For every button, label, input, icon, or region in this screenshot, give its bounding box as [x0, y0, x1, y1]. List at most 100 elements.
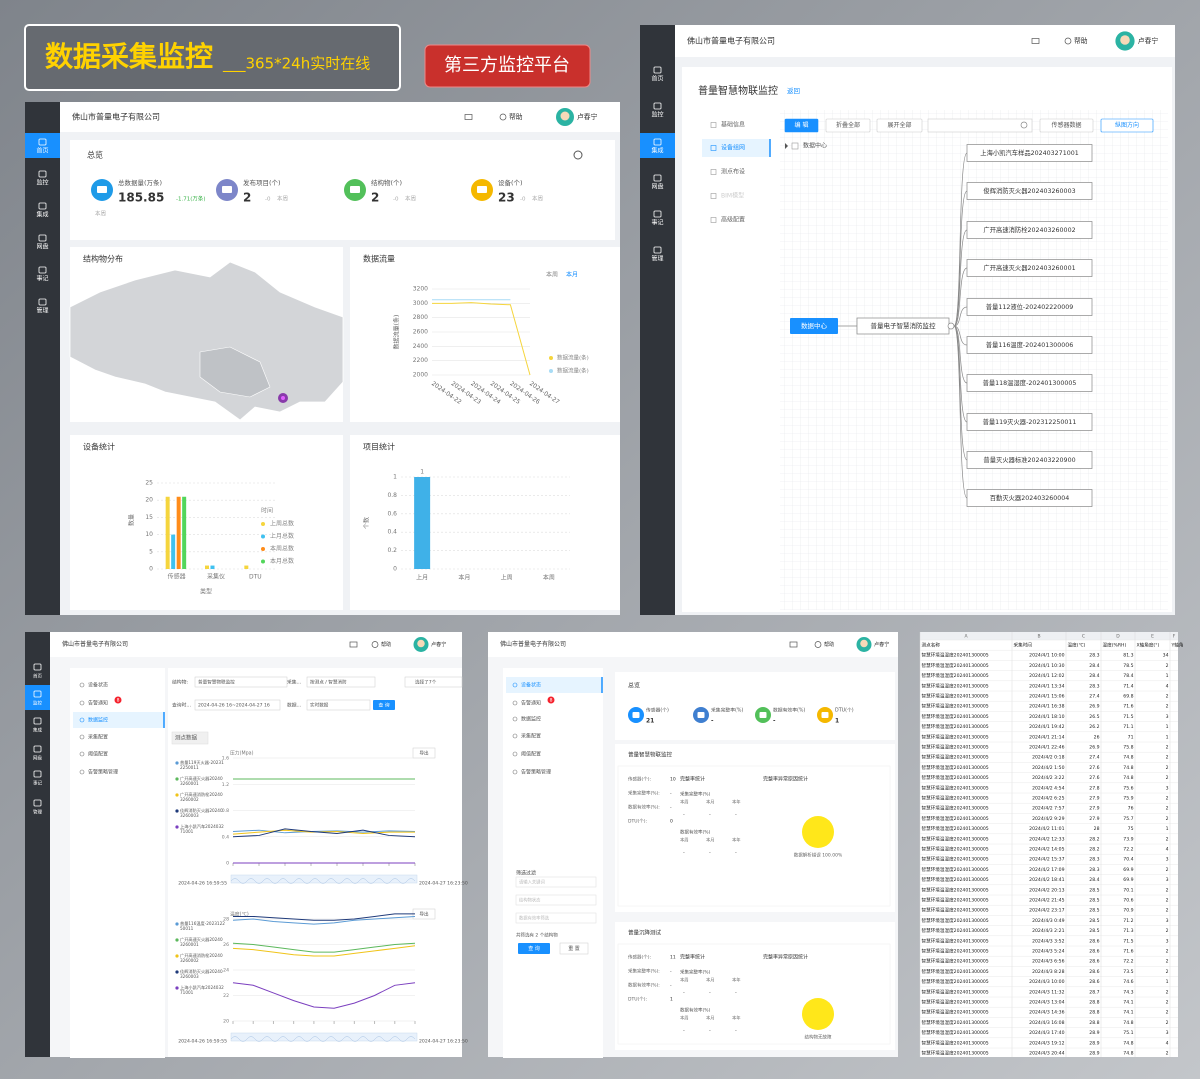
nav-item[interactable]: 网盘 — [651, 183, 663, 191]
legend-text[interactable]: 广开高速消防栓202403260002 — [180, 953, 223, 964]
menu-item[interactable]: 采集配置 — [521, 733, 541, 740]
legend-text[interactable]: 上海小凯汽车202403271001 — [180, 824, 224, 835]
help-icon[interactable] — [499, 113, 507, 121]
tree-leaf-label[interactable]: 广开高速消防栓202403260002 — [983, 225, 1075, 234]
platform-button-label[interactable]: 第三方监控平台 — [444, 55, 570, 76]
toolbar-button-label[interactable]: 展开全部 — [887, 121, 911, 129]
toolbar-button-label[interactable]: 纵图方向 — [1115, 121, 1139, 129]
mail-icon[interactable] — [1031, 38, 1040, 44]
nav-item[interactable]: 监控 — [36, 179, 48, 187]
nav-item[interactable]: 监控 — [33, 700, 42, 707]
export-label[interactable]: 导出 — [419, 750, 429, 757]
menu-item[interactable]: 设备状态 — [521, 682, 541, 689]
menu-item[interactable]: 基础信息 — [721, 121, 745, 129]
nav-item[interactable]: 首页 — [651, 75, 663, 83]
tree-leaf-label[interactable]: 普量112液位-202402220009 — [986, 302, 1074, 311]
back-link[interactable]: 返回 — [787, 87, 800, 95]
help-link[interactable]: 帮助 — [381, 641, 391, 648]
user-name[interactable]: 卢春宁 — [874, 641, 889, 648]
mail-icon[interactable] — [349, 641, 358, 648]
nav-item[interactable]: 集成 — [33, 727, 42, 734]
help-icon[interactable] — [814, 641, 822, 648]
tree-leaf-label[interactable]: 普量116温度-202401300006 — [986, 340, 1074, 349]
nav-item[interactable]: 事记 — [651, 219, 663, 227]
legend-label[interactable]: 本周总数 — [270, 545, 294, 553]
nav-item[interactable]: 管理 — [36, 307, 48, 315]
menu-item[interactable]: BIM模型 — [721, 192, 744, 200]
nav-item[interactable]: 监控 — [651, 111, 663, 119]
nav-item[interactable]: 事记 — [33, 780, 42, 787]
menu-item[interactable]: 设备组网 — [721, 144, 745, 152]
legend-text[interactable]: 佳辉消防灭火器202403260003 — [180, 969, 223, 980]
nav-item[interactable]: 网盘 — [33, 755, 42, 762]
menu-item[interactable]: 告警通知 — [521, 700, 541, 707]
nav-item[interactable]: 首页 — [33, 673, 42, 680]
menu-item[interactable]: 设备状态 — [88, 682, 108, 689]
tree-check-label[interactable]: 数据中心 — [803, 142, 827, 150]
menu-item[interactable]: 数据监控 — [521, 716, 541, 723]
help-icon[interactable] — [371, 641, 379, 648]
filter-value[interactable]: 选择了7个 — [415, 679, 437, 686]
menu-item[interactable]: 阈值配置 — [521, 751, 541, 758]
nav-item[interactable]: 事记 — [36, 275, 48, 283]
toggle[interactable]: 本周 — [546, 271, 558, 279]
help-link[interactable]: 帮助 — [1074, 36, 1088, 45]
tree-leaf-label[interactable]: 上海小凯汽车样品202403271001 — [980, 148, 1078, 157]
export-label[interactable]: 导出 — [419, 911, 429, 918]
filter-input[interactable] — [515, 912, 597, 924]
tab-label[interactable]: 测点数据 — [175, 734, 198, 742]
filter-value[interactable]: 普量智慧物联监控 — [198, 679, 235, 686]
user-name[interactable]: 卢春宁 — [1138, 36, 1159, 45]
legend-text[interactable]: 广开高速灭火器202403260001 — [180, 776, 223, 787]
query-button-label[interactable]: 查 询 — [378, 702, 389, 709]
nav-item[interactable]: 集成 — [36, 211, 48, 219]
tree-leaf-label[interactable]: 普量灭火器标准202403220900 — [983, 455, 1075, 464]
nav-item[interactable]: 管理 — [33, 809, 42, 816]
menu-item[interactable]: 高级配置 — [721, 216, 745, 224]
tree-node-label[interactable]: 普量电子智慧消防监控 — [871, 321, 937, 330]
filter-placeholder[interactable]: 请输入关键词 — [519, 879, 545, 886]
nav-item[interactable]: 网盘 — [36, 243, 48, 251]
legend-label[interactable]: 上周总数 — [270, 520, 294, 528]
legend-text[interactable]: 普量119灭火器-202312250011 — [180, 760, 224, 771]
legend-text[interactable]: 普量116温度-202312250011 — [180, 921, 225, 932]
user-name[interactable]: 卢春宁 — [577, 112, 598, 121]
menu-item[interactable]: 阈值配置 — [88, 751, 108, 758]
help-link[interactable]: 帮助 — [824, 641, 834, 648]
toolbar-button-label[interactable]: 编 辑 — [795, 121, 809, 129]
legend-text[interactable]: 佳辉消防灭火器202403260003 — [180, 808, 223, 819]
toggle[interactable]: 本月 — [566, 271, 578, 279]
tree-leaf-label[interactable]: 百勤灭火器202403260004 — [990, 493, 1070, 502]
mail-icon[interactable] — [789, 641, 798, 648]
menu-item[interactable]: 测点布设 — [721, 168, 745, 176]
filter-value[interactable]: 实时数据 — [310, 702, 329, 709]
nav-item[interactable]: 集成 — [651, 147, 663, 155]
filter-value[interactable]: 按测点 / 智慧消防 — [310, 679, 347, 686]
legend-text[interactable]: 上海小凯汽车202403271001 — [180, 985, 224, 996]
nav-item[interactable]: 管理 — [651, 255, 663, 263]
tree-root-label[interactable]: 数据中心 — [801, 321, 828, 330]
legend-label[interactable]: 上月总数 — [270, 532, 294, 540]
tree-leaf-label[interactable]: 普量118温湿度-202401300005 — [983, 378, 1077, 387]
menu-item[interactable]: 数据监控 — [88, 717, 108, 724]
settings-icon[interactable] — [573, 150, 583, 160]
user-name[interactable]: 卢春宁 — [431, 641, 446, 648]
mail-icon[interactable] — [464, 114, 473, 120]
legend-label[interactable]: 数据流量(条) — [557, 367, 589, 375]
menu-item[interactable]: 采集配置 — [88, 734, 108, 741]
menu-item[interactable]: 告警策略管理 — [521, 769, 551, 776]
filter-input[interactable] — [515, 876, 597, 888]
filter-input[interactable] — [515, 894, 597, 906]
legend-text[interactable]: 广开高速消防栓202403260002 — [180, 792, 223, 803]
legend-text[interactable]: 广开高速灭火器202403260001 — [180, 937, 223, 948]
query-button-label[interactable]: 查 询 — [528, 945, 540, 952]
tree-leaf-label[interactable]: 普量119灭火器-202312250011 — [983, 417, 1077, 426]
menu-item[interactable]: 告警策略管理 — [88, 769, 118, 776]
nav-item[interactable]: 首页 — [36, 147, 48, 155]
legend-label[interactable]: 数据流量(条) — [557, 354, 589, 362]
tree-leaf-label[interactable]: 俊辉消防灭火器202403260003 — [983, 186, 1075, 195]
tree-collapse[interactable] — [947, 322, 955, 330]
toolbar-button-label[interactable]: 折叠全部 — [836, 121, 860, 129]
help-icon[interactable] — [1064, 37, 1072, 45]
toolbar-button-label[interactable]: 传感器数据 — [1051, 121, 1081, 129]
